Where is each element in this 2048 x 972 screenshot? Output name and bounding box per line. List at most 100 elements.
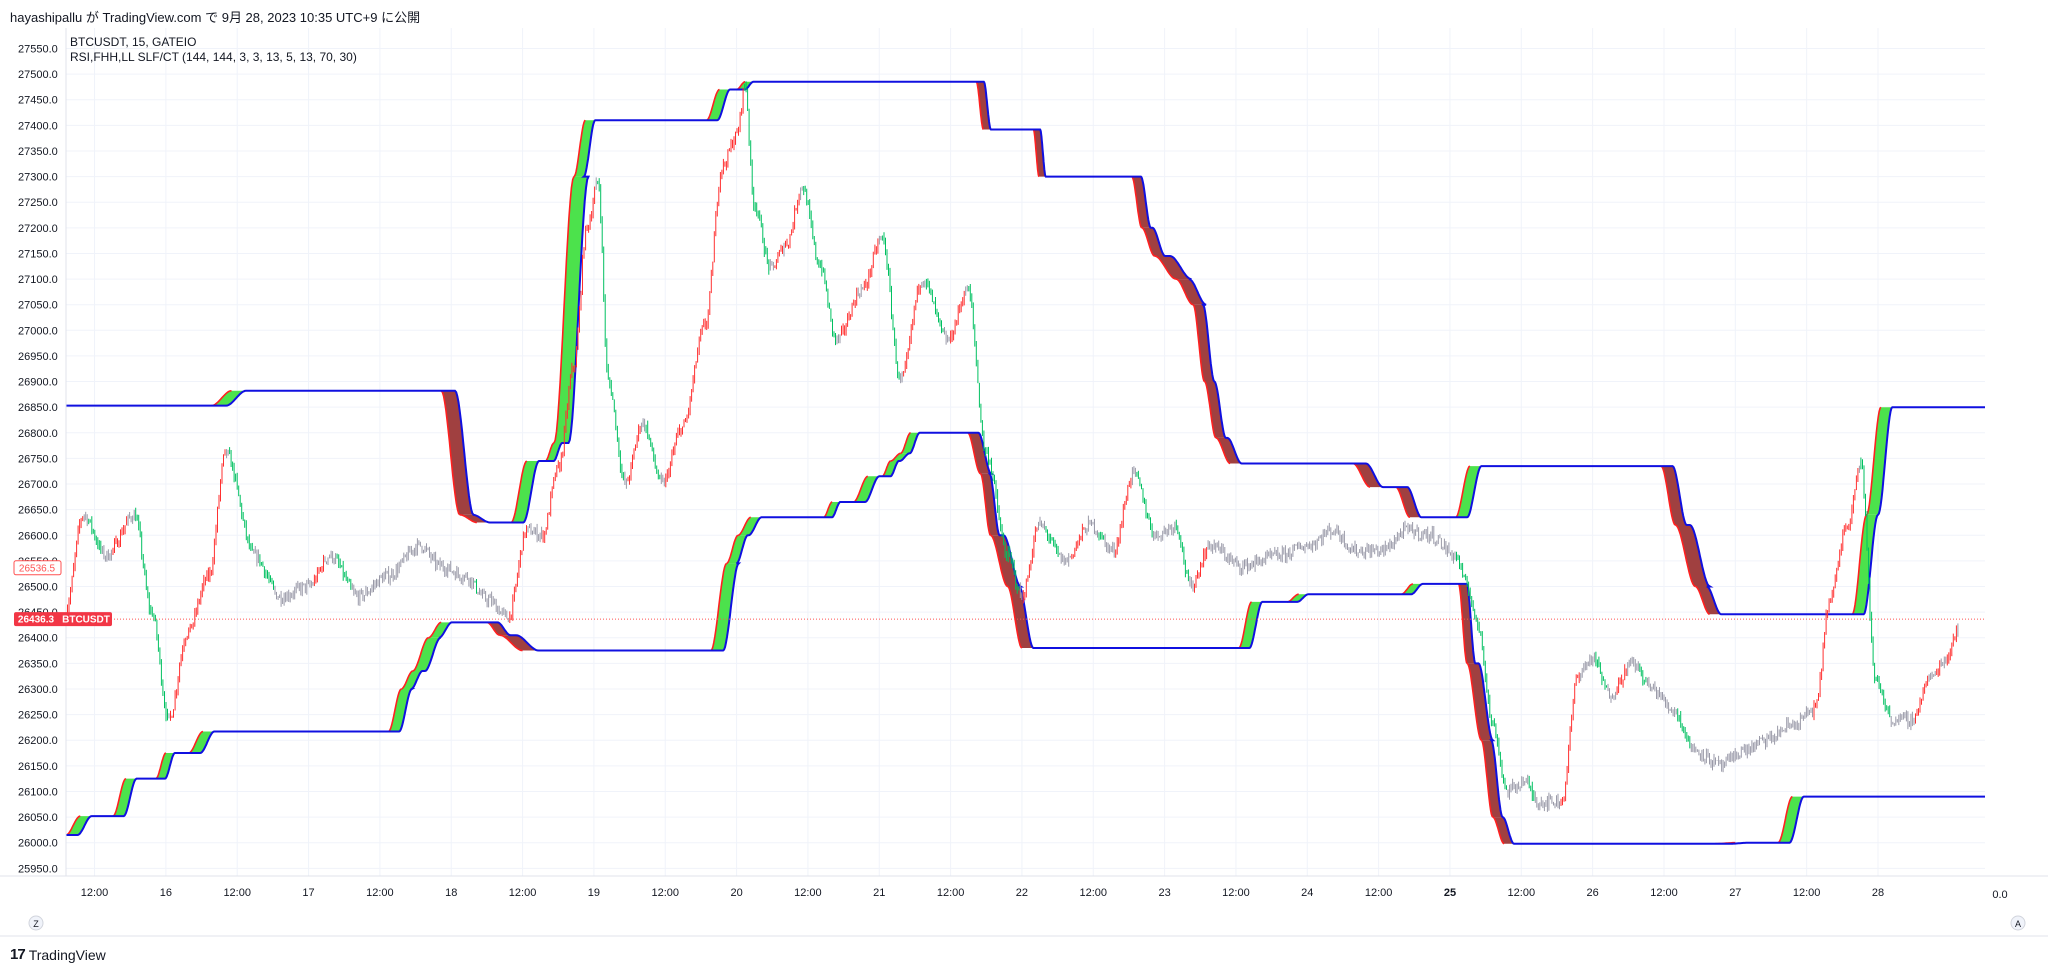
legend-symbol[interactable]: BTCUSDT, 15, GATEIO: [70, 35, 196, 49]
lower-band-edge-red: [823, 501, 833, 519]
upper-band-edge-red: [1141, 227, 1155, 257]
y-tick-label: 26400.0: [18, 633, 58, 645]
lower-band-up-fill: [412, 637, 441, 671]
upper-band-down-fill: [1695, 586, 1721, 615]
lower-band-up-fill: [900, 432, 920, 454]
upper-band-down-fill: [1141, 227, 1166, 256]
price-candles: [65, 81, 1959, 812]
y-tick-label: 27250.0: [18, 197, 58, 209]
lower-band-edge-red: [188, 730, 204, 754]
lower-band-line: [66, 431, 1985, 845]
y-tick-label: 27350.0: [18, 146, 58, 158]
upper-band-down-fill: [1675, 525, 1710, 587]
lower-band-edge-red: [1777, 795, 1793, 844]
upper-band-up-fill: [573, 120, 596, 177]
upper-band-down-fill: [459, 514, 490, 523]
y-tick-label: 26300.0: [18, 684, 58, 696]
lower-band-up-fill: [726, 535, 748, 564]
lower-band-edge-red: [499, 634, 523, 652]
y-tick-label: 26150.0: [18, 761, 58, 773]
lower-band-up-fill: [401, 671, 423, 689]
upper-band-down-fill: [1154, 256, 1192, 280]
upper-band-down-fill: [1131, 176, 1151, 228]
x-tick-label: 12:00: [937, 887, 965, 899]
upper-band-line: [66, 80, 1985, 616]
y-tick-label: 27450.0: [18, 95, 58, 107]
upper-band-edge-red: [1131, 176, 1143, 229]
lower-band-down-fill: [1481, 740, 1503, 818]
lower-band-edge-red: [155, 752, 167, 780]
tradingview-logo-icon: 17: [10, 946, 26, 963]
y-tick-label: 27050.0: [18, 300, 58, 312]
x-tick-label: 12:00: [1650, 887, 1678, 899]
lower-band-down-fill: [1467, 663, 1493, 741]
x-tick-label: 28: [1872, 887, 1884, 899]
lower-band-edge-red: [1238, 601, 1253, 649]
lower-band-edge-red: [900, 432, 911, 455]
lower-band-up-fill: [823, 502, 841, 518]
upper-band-edge-red: [1865, 406, 1882, 516]
upper-band-down-fill: [1352, 463, 1383, 488]
last-price-badge: 26436.3 BTCUSDT: [14, 612, 112, 627]
y-tick-label: 26250.0: [18, 710, 58, 722]
zoom-label: Z: [33, 919, 39, 929]
indicator-bands: [65, 80, 1985, 845]
x-tick-label: 12:00: [651, 887, 679, 899]
lower-band-up-fill: [738, 517, 762, 536]
upper-band-down-fill: [1033, 129, 1046, 177]
x-tick-label: 12:00: [81, 887, 109, 899]
x-tick-label: 12:00: [509, 887, 537, 899]
zero-label: 0.0: [1992, 889, 2007, 901]
auto-scale-button[interactable]: [2010, 915, 2026, 931]
chart-area[interactable]: 25950.0 26000.0 26050.0 26100.0 26150.0 26200…: [0, 28, 2048, 948]
upper-band-edge-red: [440, 390, 461, 516]
y-tick-label: 27300.0: [18, 172, 58, 184]
upper-band-edge-red: [1395, 486, 1411, 519]
x-tick-label: 16: [160, 887, 172, 899]
price-chart[interactable]: 25950.026000.026050.026100.026150.026200…: [0, 28, 2048, 948]
x-tick-label: 22: [1016, 887, 1028, 899]
price-axis[interactable]: 25950.0 26000.0 26050.0 26100.0 26150.0 26200…: [18, 43, 58, 875]
zoom-button[interactable]: [28, 915, 44, 931]
lower-band-up-fill: [388, 689, 412, 732]
lower-band-edge-red: [1492, 816, 1505, 845]
lower-band-up-fill: [66, 816, 92, 835]
lower-band-down-fill: [980, 473, 1000, 536]
upper-band-up-fill: [554, 176, 589, 443]
y-tick-label: 26200.0: [18, 735, 58, 747]
lower-band-down-fill: [1492, 817, 1514, 844]
x-tick-label: 12:00: [1793, 887, 1821, 899]
lower-band-edge-red: [881, 460, 891, 478]
upper-band-edge-red: [553, 176, 575, 444]
upper-band-up-fill: [211, 390, 247, 406]
lower-band-down-fill: [990, 535, 1021, 587]
lower-band-down-fill: [1007, 586, 1034, 648]
upper-band-up-fill: [1866, 407, 1893, 515]
lower-band-edge-red: [1466, 662, 1482, 741]
x-tick-label: 19: [588, 887, 600, 899]
time-axis[interactable]: 12:00 16 12:00 17 12:00 18 12:00 19 12:00 20 12:00…: [81, 887, 1884, 899]
upper-band-edge-red: [1674, 524, 1696, 588]
lower-band-up-fill: [710, 563, 739, 651]
lower-band-edge-red: [990, 534, 1009, 588]
upper-band-edge-red: [510, 460, 528, 524]
x-tick-label: 17: [302, 887, 314, 899]
lower-band-edge-red: [1007, 585, 1023, 649]
upper-band-down-fill: [1204, 381, 1226, 438]
lower-band-up-fill: [853, 476, 880, 502]
y-tick-label: 27550.0: [18, 43, 58, 55]
upper-band-edge-red: [1192, 304, 1206, 383]
x-tick-label: 21: [873, 887, 885, 899]
upper-band-edge-red: [1154, 255, 1177, 280]
lower-band-edge-red: [853, 475, 869, 503]
upper-band-down-fill: [976, 81, 991, 130]
upper-band-edge-red: [706, 88, 720, 121]
lower-band-up-fill: [155, 753, 175, 779]
legend-indicator[interactable]: RSI,FHH,LL SLF/CT (144, 144, 3, 3, 13, 5…: [70, 50, 357, 64]
upper-band-edge-red: [1851, 514, 1868, 615]
tradingview-logo[interactable]: 17 TradingView: [10, 946, 106, 963]
upper-band-edge-red: [1204, 380, 1217, 439]
y-tick-label: 26850.0: [18, 402, 58, 414]
y-tick-label: 27150.0: [18, 248, 58, 260]
lower-band-edge-red: [726, 534, 739, 565]
